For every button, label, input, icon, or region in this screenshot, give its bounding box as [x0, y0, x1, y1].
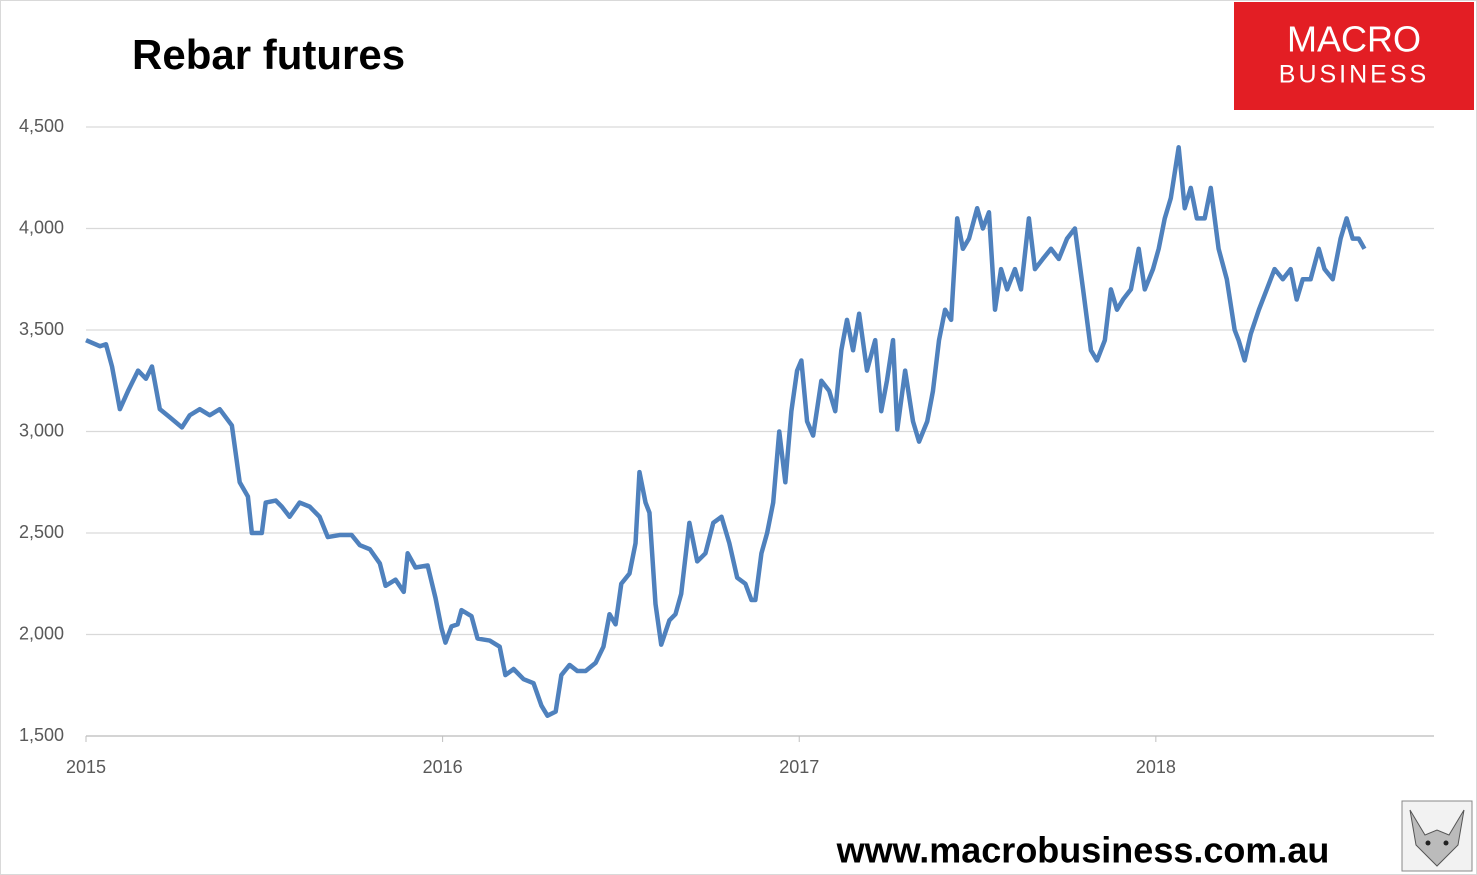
- y-tick-label: 1,500: [19, 725, 64, 745]
- logo-background: [1234, 2, 1474, 110]
- x-tick-label: 2015: [66, 757, 106, 777]
- y-tick-label: 2,000: [19, 623, 64, 643]
- x-tick-label: 2017: [779, 757, 819, 777]
- x-tick-label: 2016: [423, 757, 463, 777]
- y-tick-label: 3,000: [19, 420, 64, 440]
- fox-eye: [1443, 840, 1449, 846]
- logo: MACRO BUSINESS: [1234, 2, 1474, 110]
- logo-text: BUSINESS: [1279, 61, 1429, 89]
- y-tick-label: 2,500: [19, 522, 64, 542]
- y-tick-label: 3,500: [19, 319, 64, 339]
- data-line: [85, 145, 1367, 718]
- website: www.macrobusiness.com.au: [836, 830, 1330, 871]
- y-tick-label: 4,500: [19, 116, 64, 136]
- chart-title: Rebar futures: [132, 31, 405, 78]
- y-tick-label: 4,000: [19, 217, 64, 237]
- plot-area: 1,500 2,000 2,500 3,000 3,500 4,000 4,500 2015 2…: [19, 116, 1434, 777]
- fox-icon: [1401, 800, 1473, 872]
- logo-text: MACRO: [1287, 19, 1421, 60]
- fox-head: [1409, 809, 1465, 867]
- fox-eye: [1425, 840, 1431, 846]
- x-tick-label: 2018: [1136, 757, 1176, 777]
